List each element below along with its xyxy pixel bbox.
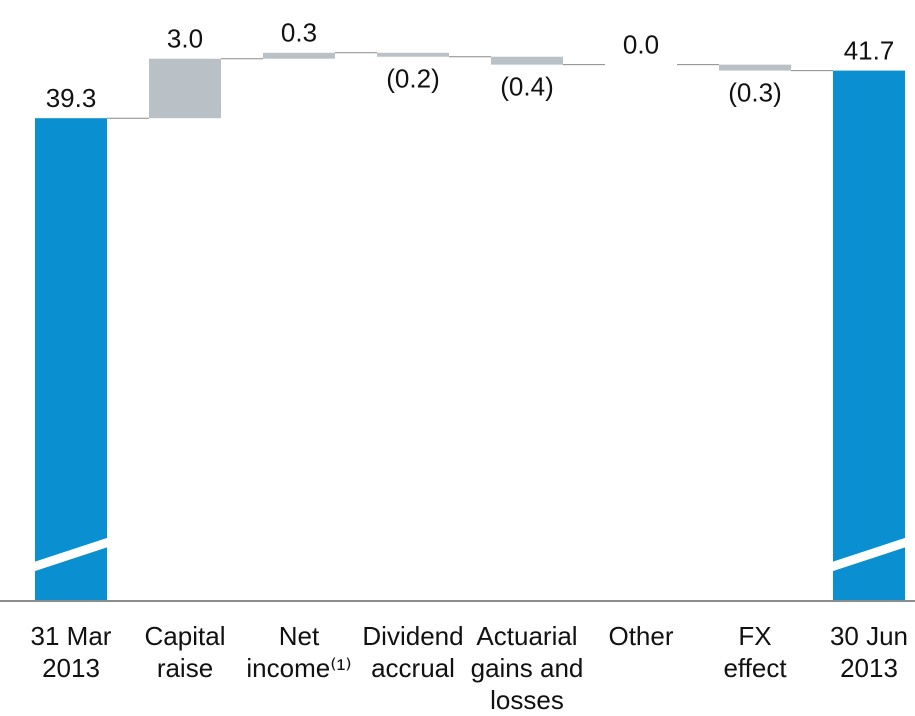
delta-bar bbox=[719, 64, 791, 71]
value-label: 0.3 bbox=[281, 18, 317, 48]
value-label: (0.4) bbox=[500, 72, 553, 102]
category-label: Capital raise bbox=[144, 621, 226, 683]
value-label: (0.2) bbox=[386, 64, 439, 94]
value-label: 0.0 bbox=[623, 30, 659, 60]
total-bar bbox=[35, 118, 107, 601]
category-label: Net income⁽¹⁾ bbox=[246, 621, 352, 683]
delta-bar bbox=[491, 56, 563, 65]
category-label: 30 Jun 2013 bbox=[829, 621, 909, 683]
value-label: 39.3 bbox=[46, 83, 97, 113]
category-label: FX effect bbox=[723, 621, 787, 683]
category-label: Actuarial gains and losses bbox=[470, 621, 584, 715]
delta-bar bbox=[377, 52, 449, 57]
axis-break bbox=[31, 537, 111, 572]
delta-bar bbox=[263, 52, 335, 59]
total-bar bbox=[833, 70, 905, 600]
axis-break bbox=[829, 537, 909, 572]
category-label: Other bbox=[608, 621, 674, 651]
value-label: (0.3) bbox=[728, 77, 781, 107]
value-label: 41.7 bbox=[844, 35, 895, 65]
category-label: 31 Mar 2013 bbox=[30, 621, 112, 683]
delta-bar bbox=[149, 58, 221, 119]
category-label: Dividend accrual bbox=[362, 621, 464, 683]
value-label: 3.0 bbox=[167, 24, 203, 54]
